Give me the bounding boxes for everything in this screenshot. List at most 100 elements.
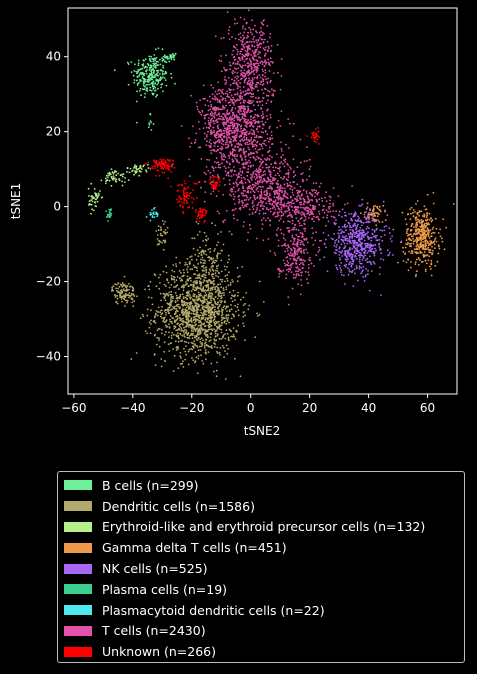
data-point — [240, 107, 243, 110]
data-point — [185, 345, 187, 347]
data-point — [195, 258, 198, 261]
data-point — [171, 278, 173, 281]
data-point — [247, 54, 250, 56]
data-point — [251, 49, 254, 52]
data-point — [147, 63, 150, 66]
data-point — [261, 127, 264, 130]
data-point — [222, 336, 224, 339]
data-point — [116, 302, 119, 305]
data-point — [224, 69, 227, 72]
data-point — [227, 29, 230, 31]
data-point — [153, 316, 156, 319]
data-point — [253, 50, 256, 53]
data-point — [364, 254, 367, 257]
data-point — [174, 82, 176, 85]
data-point — [197, 357, 200, 360]
data-point — [220, 337, 223, 340]
data-point — [174, 301, 177, 304]
data-point — [255, 134, 258, 137]
data-point — [416, 212, 419, 215]
series-points — [110, 220, 265, 380]
data-point — [214, 330, 217, 333]
data-point — [110, 175, 113, 178]
data-point — [374, 235, 376, 238]
data-point — [210, 152, 213, 155]
data-point — [303, 198, 306, 201]
data-point — [305, 190, 308, 193]
data-point — [243, 132, 246, 134]
data-point — [289, 188, 292, 190]
data-point — [175, 329, 178, 332]
data-point — [418, 220, 420, 223]
data-point — [175, 279, 178, 282]
data-point — [231, 300, 234, 303]
data-point — [268, 146, 271, 149]
data-point — [367, 261, 369, 264]
data-point — [265, 61, 268, 64]
data-point — [232, 127, 234, 130]
data-point — [197, 336, 200, 339]
data-points — [87, 9, 455, 380]
data-point — [439, 235, 442, 238]
data-point — [224, 333, 227, 335]
data-point — [349, 226, 351, 229]
data-point — [154, 86, 157, 89]
data-point — [357, 235, 360, 238]
data-point — [106, 179, 109, 182]
data-point — [292, 202, 295, 205]
data-point — [182, 289, 185, 292]
data-point — [256, 31, 258, 34]
data-point — [250, 62, 253, 65]
data-point — [132, 305, 135, 307]
data-point — [260, 38, 263, 41]
data-point — [425, 262, 428, 265]
data-point — [192, 332, 194, 335]
data-point — [216, 361, 218, 364]
data-point — [257, 156, 260, 159]
data-point — [227, 314, 230, 317]
data-point — [344, 253, 347, 256]
data-point — [434, 237, 437, 240]
data-point — [266, 118, 269, 121]
data-point — [279, 125, 282, 127]
data-point — [252, 186, 255, 189]
data-point — [220, 319, 223, 321]
data-point — [166, 226, 169, 229]
data-point — [304, 218, 307, 221]
data-point — [246, 40, 249, 43]
data-point — [150, 55, 153, 58]
data-point — [428, 230, 430, 233]
data-point — [202, 84, 205, 87]
data-point — [163, 283, 166, 286]
data-point — [220, 146, 223, 148]
data-point — [162, 66, 165, 69]
data-point — [246, 141, 249, 144]
series-points — [105, 208, 113, 222]
data-point — [267, 195, 270, 198]
data-point — [239, 98, 242, 100]
data-point — [176, 346, 179, 349]
data-point — [165, 311, 167, 314]
data-point — [431, 252, 434, 255]
data-point — [232, 123, 234, 126]
data-point — [407, 269, 410, 272]
data-point — [436, 260, 439, 263]
data-point — [219, 163, 221, 166]
data-point — [419, 259, 421, 261]
data-point — [378, 205, 381, 208]
data-point — [155, 313, 157, 316]
data-point — [197, 315, 200, 318]
data-point — [218, 320, 220, 323]
data-point — [348, 213, 350, 215]
data-point — [187, 332, 190, 334]
data-point — [275, 204, 278, 207]
data-point — [160, 358, 163, 360]
data-point — [260, 114, 263, 117]
data-point — [242, 110, 245, 113]
data-point — [267, 108, 269, 111]
data-point — [353, 213, 356, 215]
data-point — [205, 166, 208, 168]
data-point — [262, 92, 265, 94]
data-point — [229, 189, 232, 192]
data-point — [359, 227, 362, 229]
